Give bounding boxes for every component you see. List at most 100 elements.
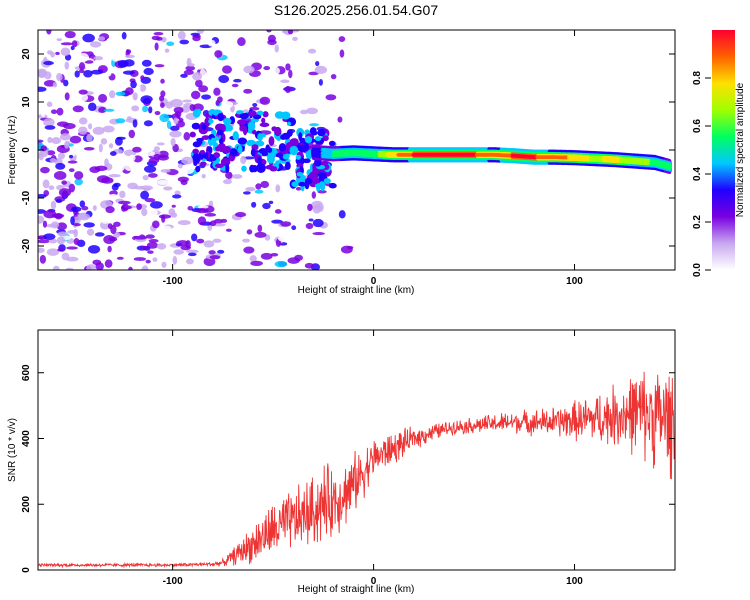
noise-blob — [86, 133, 93, 142]
noise-blob — [130, 80, 137, 89]
signal-blob — [237, 119, 247, 126]
noise-blob — [83, 76, 88, 86]
colorbar-label: Normalized spectral amplitude — [735, 82, 746, 217]
noise-blob — [92, 205, 97, 211]
noise-blob — [183, 69, 194, 75]
signal-blob — [207, 156, 217, 162]
signal-blob — [265, 165, 274, 170]
noise-blob — [120, 205, 132, 210]
noise-blob — [140, 75, 145, 81]
noise-blob — [194, 227, 207, 233]
noise-blob — [249, 255, 257, 263]
signal-blob — [247, 121, 256, 132]
noise-blob — [131, 141, 136, 147]
noise-blob — [78, 62, 86, 71]
signal-blob — [274, 126, 282, 137]
noise-blob — [174, 190, 181, 196]
colorbar-tick-label: 0.8 — [692, 71, 703, 85]
signal-blob — [239, 125, 246, 132]
signal-blob — [286, 121, 292, 127]
noise-blob — [117, 60, 129, 68]
noise-blob — [274, 44, 279, 53]
noise-blob — [51, 221, 60, 229]
noise-blob — [274, 260, 288, 268]
noise-blob — [98, 93, 108, 103]
noise-blob — [241, 99, 254, 108]
noise-blob — [153, 31, 164, 36]
signal-blob — [241, 165, 247, 172]
noise-blob — [84, 60, 94, 64]
noise-blob — [73, 222, 81, 227]
noise-blob — [128, 129, 136, 139]
noise-blob — [189, 200, 196, 206]
noise-blob — [106, 71, 112, 77]
noise-blob — [250, 260, 263, 266]
noise-blob — [92, 126, 105, 135]
noise-blob — [46, 101, 53, 107]
colorbar-tick-label: 0.6 — [692, 119, 703, 133]
noise-blob — [260, 180, 270, 189]
noise-blob — [52, 93, 63, 98]
noise-blob — [61, 180, 68, 185]
noise-blob — [339, 49, 345, 58]
noise-blob — [237, 37, 246, 47]
noise-blob — [66, 141, 71, 145]
snr-series-line — [38, 371, 675, 569]
noise-blob — [179, 59, 185, 63]
noise-blob — [147, 250, 154, 254]
noise-blob — [220, 60, 230, 68]
noise-blob — [254, 189, 264, 194]
signal-blob — [217, 112, 225, 122]
noise-blob — [56, 38, 63, 42]
y-tick-label: 600 — [21, 364, 32, 381]
noise-blob — [221, 101, 234, 109]
noise-blob — [38, 239, 50, 244]
noise-blob — [89, 166, 101, 173]
signal-blob — [258, 148, 268, 154]
noise-blob — [140, 190, 150, 200]
noise-blob — [179, 39, 190, 45]
noise-blob — [270, 102, 280, 110]
noise-blob — [213, 87, 221, 96]
noise-blob — [57, 152, 66, 160]
noise-blob — [143, 67, 154, 76]
noise-blob — [83, 69, 93, 78]
noise-blob — [115, 91, 126, 97]
noise-blob — [104, 158, 109, 168]
noise-blob — [100, 138, 108, 145]
noise-blob — [43, 210, 57, 219]
noise-blob — [220, 218, 228, 223]
noise-blob — [309, 123, 319, 127]
noise-blob — [160, 90, 166, 98]
noise-blob — [196, 30, 205, 34]
noise-blob — [114, 136, 123, 146]
signal-blob — [320, 181, 326, 192]
noise-blob — [340, 245, 353, 254]
noise-blob — [144, 198, 156, 203]
noise-blob — [40, 111, 46, 117]
noise-blob — [262, 202, 271, 210]
y-tick-label: -20 — [21, 238, 32, 253]
noise-blob — [312, 218, 324, 228]
noise-blob — [68, 154, 74, 159]
signal-blob — [268, 136, 275, 146]
noise-blob — [42, 179, 50, 189]
noise-blob — [290, 106, 304, 110]
y-tick-label: 0 — [21, 567, 32, 573]
spectrogram-x-label: Height of straight line (km) — [298, 285, 415, 296]
signal-blob — [229, 148, 238, 157]
noise-blob — [83, 147, 95, 151]
signal-blob — [297, 144, 308, 153]
noise-blob — [212, 238, 222, 243]
signal-blob — [302, 158, 311, 164]
noise-blob — [116, 129, 122, 135]
noise-blob — [65, 256, 79, 262]
noise-blob — [259, 96, 271, 105]
noise-blob — [268, 200, 274, 205]
noise-blob — [263, 66, 271, 71]
signal-blob — [222, 145, 232, 154]
noise-blob — [65, 267, 74, 270]
noise-blob — [101, 219, 109, 224]
noise-blob — [38, 236, 44, 240]
